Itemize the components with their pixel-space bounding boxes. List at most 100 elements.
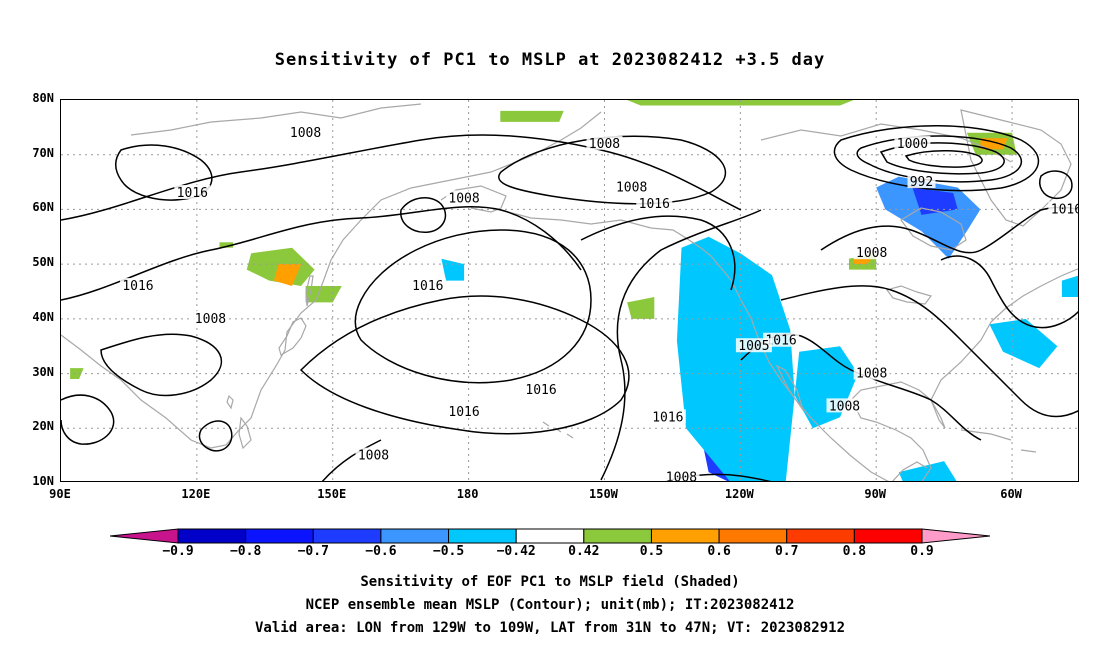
philippines-coastline — [238, 416, 252, 450]
arctic-siberia-coastline — [130, 103, 422, 136]
mslp-contour — [904, 149, 983, 168]
contour-label: 1016 — [639, 197, 670, 212]
colorbar-tick-label: −0.6 — [365, 544, 397, 559]
latitude-tick-label: 80N — [32, 91, 54, 105]
latitude-tick-label: 10N — [32, 474, 54, 488]
footer-line-contour: NCEP ensemble mean MSLP (Contour); unit(… — [305, 597, 795, 613]
longitude-tick-label: 120W — [724, 487, 754, 501]
colorbar-tick-label: 0.8 — [842, 544, 867, 559]
contour-label-background — [355, 447, 392, 462]
central-america-coastline — [892, 461, 928, 481]
colorbar-box — [245, 528, 314, 544]
contour-label-background — [119, 278, 156, 293]
contour-label-background — [907, 174, 936, 189]
colorbar-tick-label: −0.7 — [297, 544, 329, 559]
japan-coastline — [278, 317, 307, 356]
contour-label-background — [649, 409, 686, 424]
contour-label-background — [409, 278, 446, 293]
map-title: Sensitivity of PC1 to MSLP at 2023082412… — [274, 50, 826, 70]
sensitivity-shade-15 — [853, 258, 872, 265]
map-panel: 1008 1008 1016 1008 1008 1016 1000 992 1016 1008 1… — [60, 99, 1079, 482]
footer-line-valid-area: Valid area: LON from 129W to 109W, LAT f… — [254, 620, 845, 636]
colorbar-tick-label: −0.8 — [229, 544, 262, 559]
latitude-tick-label: 30N — [32, 364, 54, 379]
shaded-sensitivity-layer — [70, 100, 1078, 481]
sensitivity-shade-13 — [627, 297, 655, 319]
lat-lon-grid — [61, 100, 1078, 481]
taiwan-coastline — [226, 394, 234, 410]
colorbar-box — [583, 528, 652, 544]
contour-label-background — [1048, 201, 1078, 216]
colorbar-box — [786, 528, 855, 544]
colorbar-tick-label: 0.7 — [774, 544, 799, 559]
mslp-contour — [580, 215, 736, 291]
contour-label: 1016 — [177, 186, 208, 201]
colorbar-box — [650, 528, 720, 544]
latitude-tick-label: 50N — [32, 255, 54, 270]
kamchatka-coastline — [440, 185, 507, 213]
contour-label: 1008 — [195, 312, 226, 327]
mslp-contour — [780, 285, 1078, 418]
mslp-contour — [321, 439, 382, 481]
contour-label-background — [663, 469, 700, 481]
great-lakes-outline — [885, 285, 933, 305]
mslp-contour — [299, 295, 630, 435]
mslp-contour — [354, 229, 592, 384]
sensitivity-shade-9 — [898, 461, 957, 481]
mslp-contour — [61, 206, 582, 301]
longitude-tick-label: 150W — [589, 487, 618, 501]
gulf-of-mexico-coastline — [850, 321, 992, 481]
contour-label: 1008 — [856, 246, 887, 261]
colorbar-tick-label: 0.6 — [707, 544, 731, 559]
mslp-contour — [833, 125, 1040, 192]
contour-label: 992 — [910, 175, 933, 190]
colorbar-tick-label: 0.42 — [568, 544, 600, 559]
sensitivity-shade-3 — [876, 176, 981, 259]
longitude-tick-label: 120E — [181, 487, 211, 501]
alaska-coastline — [500, 209, 732, 281]
colorbar-tick-label: −0.42 — [496, 544, 536, 559]
colorbar-high-arrow — [921, 528, 990, 544]
contour-label: 1008 — [290, 126, 321, 141]
mslp-contour — [879, 142, 1005, 175]
contour-label-background — [586, 135, 623, 150]
contour-label-background — [853, 245, 890, 260]
contour-label-background — [446, 190, 483, 205]
contour-label-background — [636, 195, 673, 210]
longitude-tick-label: 90W — [864, 487, 887, 501]
contour-label: 1016 — [412, 279, 443, 294]
mslp-contour — [400, 197, 447, 233]
mslp-contour — [940, 255, 1078, 329]
mslp-contour — [1039, 170, 1073, 200]
sensitivity-shade-21 — [70, 368, 84, 379]
contour-label-background — [287, 124, 324, 139]
hudson-bay-coastline — [900, 207, 967, 251]
contour-label-background — [523, 381, 560, 396]
contour-label: 1008 — [616, 181, 647, 196]
sensitivity-shade-2 — [676, 236, 795, 481]
contour-label: 1008 — [448, 191, 479, 206]
colorbar-box — [380, 528, 450, 544]
coastline-layer — [61, 103, 1078, 481]
colorbar-box — [853, 528, 923, 544]
colorbar-box — [448, 528, 517, 544]
colorbar — [110, 528, 990, 544]
contour-label-background — [174, 185, 211, 200]
contour-label: 1016 — [1051, 202, 1079, 217]
sensitivity-shade-12 — [273, 264, 301, 286]
mslp-contour — [856, 135, 1023, 183]
contour-label: 1016 — [122, 279, 153, 294]
colorbar-box — [312, 528, 382, 544]
contour-label: 1008 — [358, 449, 389, 464]
contour-label-background — [826, 398, 863, 413]
contour-label-background — [763, 332, 800, 347]
contour-label-background — [853, 365, 890, 380]
contour-label: 1016 — [765, 334, 796, 349]
contour-label: 1008 — [856, 367, 887, 382]
colorbar-tick-label: 0.5 — [639, 544, 664, 559]
sensitivity-shade-19 — [627, 100, 854, 106]
contour-label: 1008 — [589, 137, 620, 152]
contour-label: 1000 — [897, 137, 928, 152]
mslp-contour — [61, 394, 115, 445]
